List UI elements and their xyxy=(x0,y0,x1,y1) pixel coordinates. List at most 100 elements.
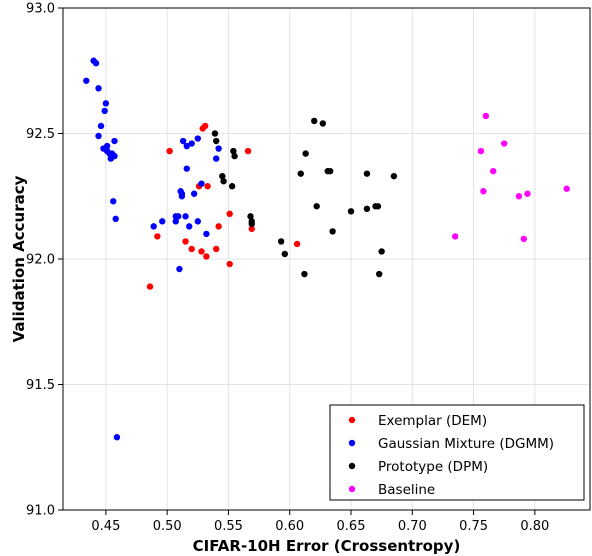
data-point xyxy=(363,205,371,212)
data-point xyxy=(146,283,154,290)
data-point xyxy=(112,215,119,223)
data-point xyxy=(204,183,211,190)
data-point xyxy=(175,213,182,220)
data-point xyxy=(183,142,190,150)
data-point xyxy=(166,147,173,155)
data-point xyxy=(212,245,220,253)
x-tick-label: 0.70 xyxy=(398,519,427,534)
data-point xyxy=(182,213,189,220)
data-point xyxy=(228,183,236,190)
data-point xyxy=(179,137,187,145)
data-point xyxy=(376,270,383,278)
data-point xyxy=(111,152,118,160)
data-point xyxy=(326,167,334,175)
data-point xyxy=(113,434,121,441)
data-point xyxy=(515,193,523,200)
x-tick-label: 0.60 xyxy=(275,519,304,534)
series-2 xyxy=(211,117,398,278)
legend-label: Prototype (DPM) xyxy=(378,459,488,475)
data-point xyxy=(374,203,382,210)
data-point xyxy=(329,228,336,235)
data-point xyxy=(111,137,118,145)
legend-box xyxy=(329,404,585,501)
data-point xyxy=(226,210,233,218)
data-point xyxy=(451,233,459,240)
legend-label: Baseline xyxy=(378,482,435,498)
data-point xyxy=(501,140,508,147)
y-tick-label: 91.5 xyxy=(26,378,55,393)
x-tick-label: 0.75 xyxy=(459,519,488,534)
y-tick-label: 92.5 xyxy=(26,127,55,142)
data-point xyxy=(211,130,219,137)
x-tick-label: 0.45 xyxy=(91,519,120,534)
series-0 xyxy=(146,122,301,290)
data-point xyxy=(281,250,289,258)
data-point xyxy=(219,172,226,180)
data-point xyxy=(230,147,237,155)
y-axis-label: Validation Accuracy xyxy=(10,175,28,342)
data-point xyxy=(524,190,531,197)
data-point xyxy=(198,180,205,187)
data-point xyxy=(182,238,189,245)
data-point xyxy=(378,248,385,255)
data-point xyxy=(83,77,90,84)
data-point xyxy=(231,152,238,160)
data-point xyxy=(101,107,108,115)
data-point xyxy=(248,220,255,228)
data-point xyxy=(178,193,186,200)
legend-marker xyxy=(348,416,356,424)
x-tick-label: 0.65 xyxy=(337,519,366,534)
legend-marker xyxy=(348,485,356,493)
data-point xyxy=(190,190,198,197)
series-1 xyxy=(83,57,222,441)
x-axis-label: CIFAR-10H Error (Crossentropy) xyxy=(193,537,461,555)
data-point xyxy=(102,100,110,107)
data-point xyxy=(563,185,570,192)
data-point xyxy=(489,167,497,175)
data-point xyxy=(110,198,117,205)
data-point xyxy=(103,142,111,150)
data-point xyxy=(212,137,220,145)
data-point xyxy=(201,122,209,130)
x-tick-label: 0.80 xyxy=(520,519,549,534)
data-point xyxy=(302,150,309,157)
data-point xyxy=(154,233,161,240)
data-point xyxy=(188,245,195,253)
data-point xyxy=(301,270,308,278)
data-point xyxy=(347,208,355,215)
data-point xyxy=(212,155,220,162)
data-point xyxy=(297,170,304,177)
data-point xyxy=(150,223,157,230)
data-point xyxy=(176,265,183,273)
data-point xyxy=(194,135,202,142)
data-point xyxy=(159,218,166,225)
data-point xyxy=(95,85,102,92)
legend-marker xyxy=(348,439,356,447)
data-point xyxy=(215,223,222,230)
data-point xyxy=(198,248,205,255)
data-point xyxy=(203,230,210,238)
data-point xyxy=(95,132,102,140)
data-point xyxy=(313,203,320,210)
data-point xyxy=(390,172,398,180)
legend-label: Gaussian Mixture (DGMM) xyxy=(378,436,554,452)
data-point xyxy=(183,165,190,172)
data-point xyxy=(226,260,233,268)
legend: Exemplar (DEM) Gaussian Mixture (DGMM) Pro… xyxy=(329,404,585,501)
data-point xyxy=(172,218,179,225)
y-tick-label: 93.0 xyxy=(26,2,55,17)
data-point xyxy=(319,120,327,127)
data-point xyxy=(220,177,227,185)
data-point xyxy=(188,140,195,147)
data-point xyxy=(311,117,318,125)
data-point xyxy=(92,60,100,67)
data-point xyxy=(186,223,193,230)
x-axis: 0.45 0.50 0.55 0.60 0.65 0.70 0.75 0.80 xyxy=(91,510,549,534)
data-point xyxy=(480,188,487,195)
legend-marker xyxy=(348,462,356,470)
data-point xyxy=(247,213,254,220)
data-point xyxy=(363,170,371,177)
data-point xyxy=(277,238,285,245)
data-point xyxy=(215,145,222,152)
